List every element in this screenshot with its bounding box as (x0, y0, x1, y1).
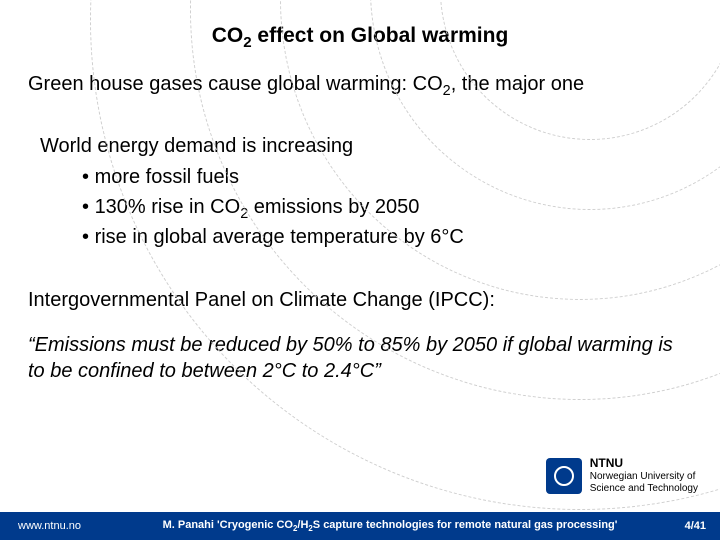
ipcc-heading: Intergovernmental Panel on Climate Chang… (28, 289, 692, 312)
bullet-pre: rise in global average temperature by 6°… (95, 226, 464, 248)
footer-caption: M. Panahi 'Cryogenic CO2/H2S capture tec… (120, 519, 660, 533)
list-item: rise in global average temperature by 6°… (82, 224, 692, 254)
subtitle-sub: 2 (443, 83, 451, 99)
decorative-circle (440, 0, 720, 140)
bullet-post: emissions by 2050 (248, 196, 419, 218)
bullet-pre: more fossil fuels (95, 166, 240, 188)
slide: CO2 effect on Global warming Green house… (0, 0, 720, 540)
bullet-list: more fossil fuels 130% rise in CO2 emiss… (82, 164, 692, 253)
bullet-pre: 130% rise in CO (95, 196, 241, 218)
ntnu-logo-icon (546, 458, 582, 494)
bullet-sub: 2 (240, 206, 248, 222)
footer-bar: www.ntnu.no M. Panahi 'Cryogenic CO2/H2S… (0, 512, 720, 540)
footer-url: www.ntnu.no (0, 520, 120, 532)
intro-text: World energy demand is increasing (40, 135, 692, 158)
list-item: more fossil fuels (82, 164, 692, 194)
subtitle-post: , the major one (451, 73, 584, 95)
ntnu-logo-block: NTNU Norwegian University of Science and… (546, 457, 698, 494)
list-item: 130% rise in CO2 emissions by 2050 (82, 194, 692, 224)
title-sub: 2 (243, 34, 251, 51)
caption-mid: /H (297, 519, 308, 531)
ntnu-logo-text: NTNU Norwegian University of Science and… (590, 457, 698, 494)
title-pre: CO (212, 24, 244, 47)
logo-line2: Norwegian University of (590, 471, 698, 483)
caption-pre: M. Panahi 'Cryogenic CO (163, 519, 293, 531)
title-post: effect on Global warming (252, 24, 509, 47)
slide-subtitle: Green house gases cause global warming: … (28, 73, 692, 99)
logo-line1: NTNU (590, 457, 698, 471)
footer-page-number: 4/41 (660, 520, 720, 532)
caption-post: S capture technologies for remote natura… (313, 519, 618, 531)
ipcc-quote: “Emissions must be reduced by 50% to 85%… (28, 332, 692, 384)
subtitle-pre: Green house gases cause global warming: … (28, 73, 443, 95)
logo-line3: Science and Technology (590, 483, 698, 495)
slide-title: CO2 effect on Global warming (28, 24, 692, 51)
